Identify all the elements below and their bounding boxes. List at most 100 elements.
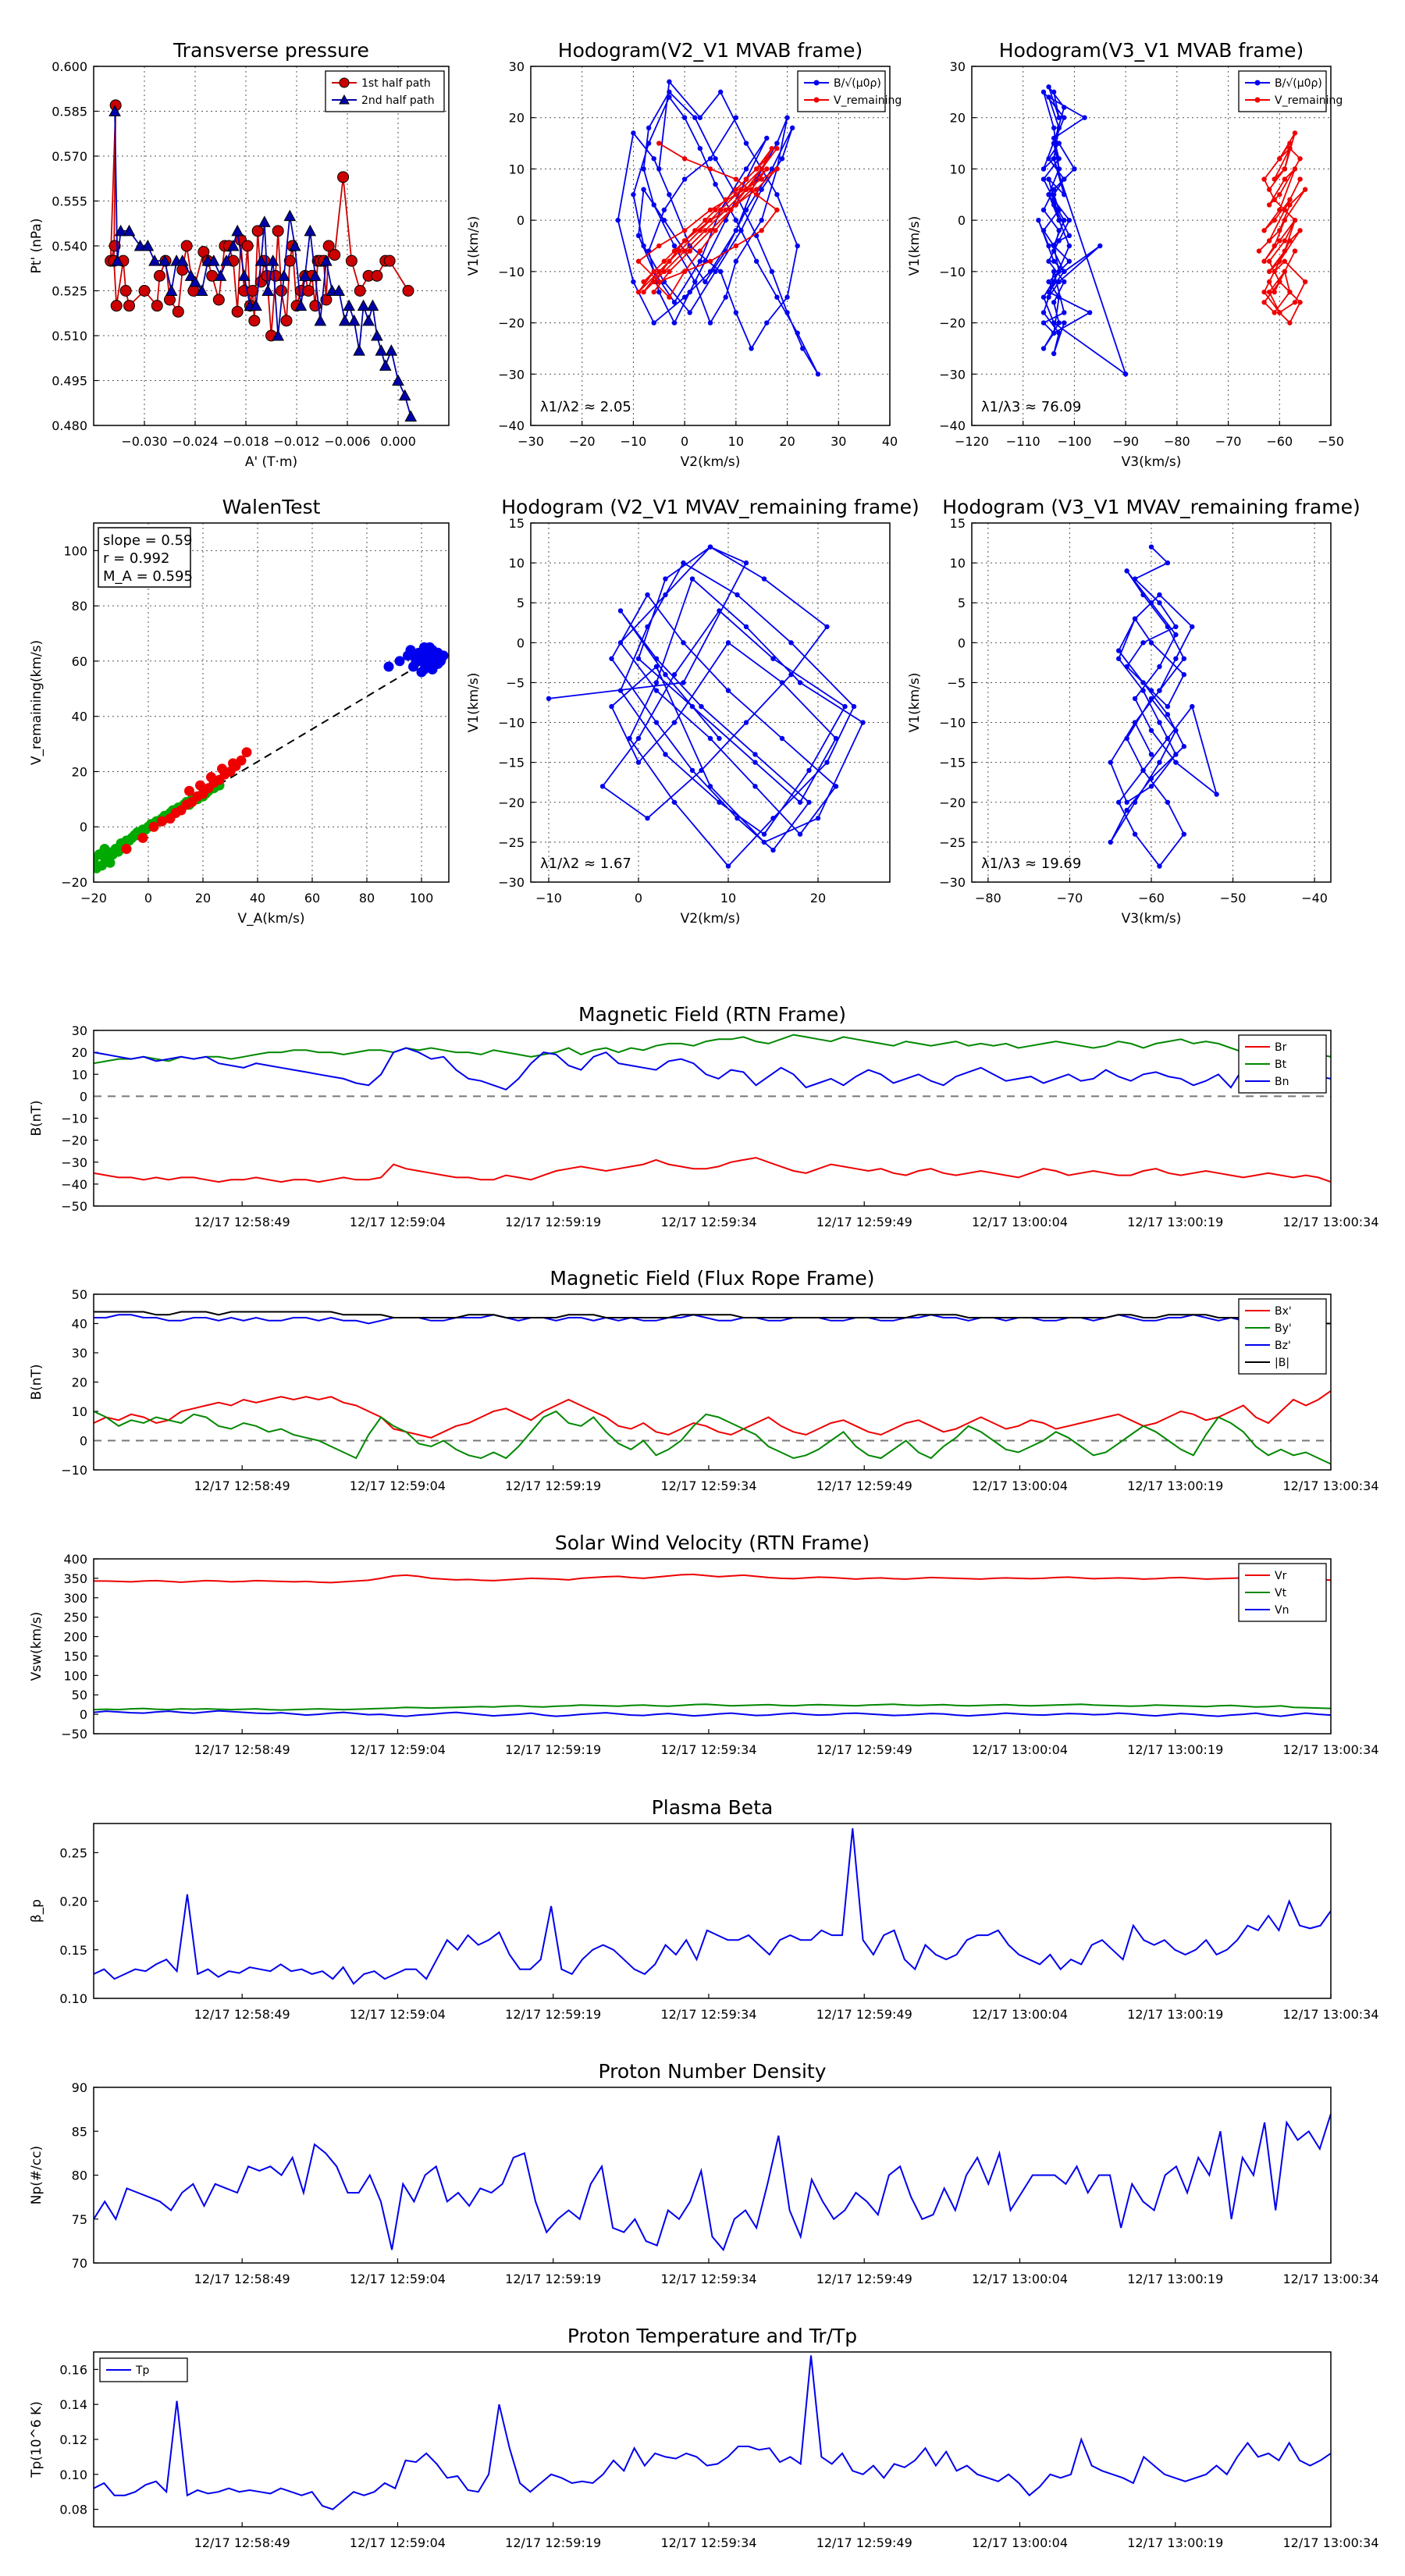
series-line	[94, 1710, 1331, 1717]
data-point	[333, 284, 346, 296]
data-point	[1165, 703, 1171, 710]
x-tick-label: 12/17 12:58:49	[194, 1215, 290, 1229]
series-line	[94, 2355, 1331, 2510]
data-point	[1056, 320, 1062, 326]
x-tick-label: 12/17 12:59:49	[816, 1215, 912, 1229]
data-point	[272, 329, 285, 341]
y-axis-label: Pt' (nPa)	[29, 219, 44, 274]
y-tick-label: 40	[72, 1317, 87, 1332]
x-tick-label: −70	[1215, 434, 1242, 449]
series-line	[94, 1828, 1331, 1985]
data-point	[402, 285, 414, 297]
chart-p8: Magnetic Field (Flux Rope Frame) −10 0 10 20…	[29, 1267, 1379, 1493]
data-point	[1056, 330, 1062, 336]
x-tick-label: 60	[304, 891, 320, 906]
data-point	[1302, 279, 1308, 285]
y-tick-label: 100	[63, 1668, 87, 1683]
data-point	[1282, 238, 1288, 244]
data-point	[1051, 156, 1057, 162]
y-axis-label: V_remaining(km/s)	[29, 640, 44, 765]
data-point	[119, 285, 132, 297]
plot-area	[105, 99, 418, 422]
x-tick-label: −80	[1164, 434, 1190, 449]
series-b-0-	[1036, 84, 1129, 377]
data-point	[779, 680, 785, 685]
y-axis-label: B(nT)	[29, 1364, 44, 1400]
series-line	[1109, 546, 1218, 868]
y-tick-label: −5	[947, 675, 966, 690]
data-point	[656, 269, 662, 275]
x-tick-label: −30	[518, 434, 544, 449]
data-point	[815, 372, 821, 377]
x-tick-label: −90	[1112, 434, 1139, 449]
data-point	[733, 115, 739, 120]
x-tick-label: 20	[779, 434, 795, 449]
data-point	[752, 784, 758, 789]
data-point	[651, 289, 656, 295]
data-point	[280, 315, 293, 327]
data-point	[1087, 310, 1093, 315]
y-tick-label: 0.525	[52, 284, 87, 299]
y-tick-label: 0.12	[59, 2432, 87, 2447]
data-point	[774, 145, 780, 151]
legend: Br Bt Bn	[1238, 1034, 1327, 1094]
x-tick-label: 12/17 13:00:34	[1282, 2535, 1378, 2550]
data-point	[1115, 799, 1122, 805]
series-blue	[383, 642, 449, 678]
data-point	[123, 300, 135, 312]
x-tick-label: 12/17 13:00:34	[1282, 2007, 1378, 2022]
data-point	[1302, 187, 1308, 192]
data-point	[1046, 279, 1051, 285]
data-point	[108, 105, 121, 116]
data-point	[1051, 330, 1057, 336]
data-point	[1062, 105, 1067, 110]
data-point	[1190, 624, 1195, 630]
data-point	[1040, 207, 1047, 213]
data-point	[641, 243, 646, 249]
data-point	[689, 576, 695, 582]
series-1st-half-path	[105, 99, 414, 342]
data-point	[635, 289, 642, 295]
data-point	[651, 279, 656, 285]
x-tick-label: 12/17 12:59:49	[816, 2007, 912, 2022]
chart-title: Plasma Beta	[652, 1796, 774, 1819]
data-point	[1056, 115, 1062, 120]
data-point	[779, 735, 785, 742]
data-point	[743, 207, 749, 213]
data-point	[717, 608, 722, 614]
series-line	[94, 1034, 1331, 1065]
x-tick-label: −20	[80, 891, 107, 906]
data-point	[1287, 320, 1293, 326]
data-point	[681, 248, 688, 254]
plot-area	[1036, 84, 1308, 377]
data-point	[322, 240, 335, 252]
legend-label: B/√(μ0ρ)	[1275, 77, 1322, 90]
data-point	[110, 300, 123, 312]
data-point	[1173, 760, 1179, 765]
y-axis-label: Tp(10^6 K)	[29, 2401, 44, 2478]
data-point	[419, 664, 429, 675]
data-point	[294, 299, 308, 311]
data-point	[1051, 125, 1057, 131]
data-point	[635, 258, 642, 264]
data-point	[860, 720, 866, 725]
y-tick-label: 10	[72, 1404, 87, 1419]
data-point	[1282, 258, 1288, 264]
x-tick-label: 12/17 12:59:19	[505, 2535, 601, 2550]
eigenvalue-annotation: λ1/λ2 ≈ 2.05	[540, 399, 631, 415]
data-point	[769, 145, 775, 151]
y-tick-label: 200	[63, 1630, 87, 1645]
plot-frame	[93, 1823, 1332, 1999]
plot-frame	[971, 522, 1332, 883]
y-tick-label: 75	[72, 2212, 87, 2227]
data-point	[347, 314, 361, 326]
data-point	[438, 650, 449, 661]
x-tick-label: 12/17 12:58:49	[194, 1478, 290, 1493]
x-tick-label: 12/17 12:58:49	[194, 2272, 290, 2286]
data-point	[1266, 238, 1272, 244]
data-point	[774, 192, 780, 197]
data-point	[1165, 560, 1171, 566]
x-axis-label: V3(km/s)	[1122, 911, 1182, 927]
y-tick-label: 90	[72, 2080, 87, 2095]
x-axis-label: V_A(km/s)	[237, 911, 304, 927]
